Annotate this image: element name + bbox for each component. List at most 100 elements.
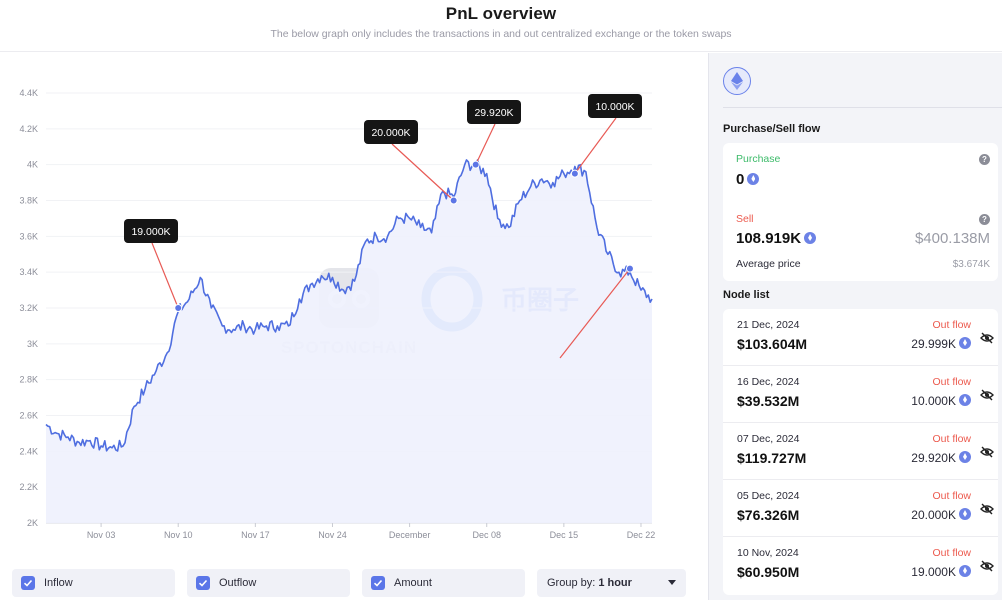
purchase-value: 0	[736, 171, 745, 188]
sell-value-row: 108.919K	[736, 230, 817, 248]
series-line	[45, 159, 653, 452]
purchase-label: Purchase	[736, 153, 781, 165]
outflow-label: Outflow	[219, 577, 257, 589]
annotation-label-bg	[364, 120, 418, 144]
annotation-label: 10.000K	[595, 101, 634, 113]
annotation-label: 19.000K	[131, 226, 170, 238]
eye-off-icon[interactable]	[980, 331, 994, 345]
y-tick-label: 4.4K	[19, 88, 38, 98]
inflow-label: Inflow	[44, 577, 73, 589]
node-amount-row: 20.000K	[911, 508, 971, 522]
node-flow: Out flow	[932, 547, 971, 559]
node-value: $60.950M	[737, 564, 800, 580]
annotation-connector	[559, 268, 631, 359]
check-icon	[198, 579, 208, 587]
divider	[723, 107, 1002, 108]
node-date: 21 Dec, 2024	[737, 319, 800, 331]
outflow-toggle[interactable]: Outflow	[187, 569, 350, 597]
sell-usd-value: $400.138M	[914, 230, 990, 247]
annotation-label: 20.000K	[371, 127, 410, 139]
annotation-point	[449, 196, 458, 205]
x-tick-label: Nov 24	[318, 530, 347, 540]
node-amount-row: 19.000K	[911, 565, 971, 579]
node-value: $76.326M	[737, 507, 800, 523]
node-value: $39.532M	[737, 393, 800, 409]
sell-value: 108.919K	[736, 230, 802, 247]
node-flow: Out flow	[932, 319, 971, 331]
eth-icon	[959, 394, 971, 406]
x-tick-label: Nov 03	[87, 530, 116, 540]
y-tick-label: 3.6K	[19, 231, 38, 241]
annotation-point	[471, 160, 480, 169]
check-icon	[23, 579, 33, 587]
pnl-chart-area: SPOTONCHAIN币圈子2K2.2K2.4K2.6K2.8K3K3.2K3.…	[0, 53, 707, 600]
node-amount: 19.000K	[911, 565, 956, 579]
node-amount: 20.000K	[911, 508, 956, 522]
annotation-point	[174, 304, 183, 312]
eye-off-icon[interactable]	[980, 559, 994, 573]
node-list-item[interactable]: 10 Nov, 2024 Out flow $60.950M 19.000K	[723, 537, 998, 594]
group-by-label: Group by:	[547, 577, 596, 589]
help-icon[interactable]: ?	[979, 154, 990, 165]
chevron-down-icon	[668, 580, 676, 585]
amount-label: Amount	[394, 577, 432, 589]
annotation-label: 29.920K	[474, 107, 513, 119]
annotation-label-bg	[467, 100, 521, 124]
flow-card: Purchase ? 0 Sell ? 108.919K $400.138M A…	[723, 143, 998, 281]
y-tick-label: 2.8K	[19, 375, 38, 385]
eth-icon	[959, 337, 971, 349]
node-list-item[interactable]: 05 Dec, 2024 Out flow $76.326M 20.000K	[723, 480, 998, 537]
inflow-checkbox[interactable]	[21, 576, 35, 590]
y-tick-label: 4.2K	[19, 124, 38, 134]
annotation-label-bg	[588, 94, 642, 118]
help-icon[interactable]: ?	[979, 214, 990, 225]
annotation-connector	[574, 117, 617, 174]
node-date: 07 Dec, 2024	[737, 433, 800, 445]
annotation-point	[625, 264, 634, 273]
node-amount: 29.920K	[911, 451, 956, 465]
y-tick-label: 3.4K	[19, 267, 38, 277]
amount-checkbox[interactable]	[371, 576, 385, 590]
purchase-value-row: 0	[736, 171, 760, 189]
x-tick-label: Dec 08	[472, 530, 501, 540]
node-date: 10 Nov, 2024	[737, 547, 799, 559]
eth-icon	[959, 451, 971, 463]
pnl-chart[interactable]: SPOTONCHAIN币圈子2K2.2K2.4K2.6K2.8K3K3.2K3.…	[0, 53, 707, 567]
eye-off-icon[interactable]	[980, 445, 994, 459]
y-tick-label: 3.2K	[19, 303, 38, 313]
sell-label: Sell	[736, 213, 754, 225]
annotation-connector	[391, 143, 455, 201]
node-date: 16 Dec, 2024	[737, 376, 800, 388]
chart-controls: Inflow Outflow Amount Group by: 1 hour	[0, 569, 707, 599]
eye-off-icon[interactable]	[980, 502, 994, 516]
x-tick-label: Dec 22	[627, 530, 656, 540]
page-header: PnL overview The below graph only includ…	[0, 0, 1002, 52]
node-list-title: Node list	[723, 289, 770, 301]
average-price-label: Average price	[736, 258, 801, 270]
node-date: 05 Dec, 2024	[737, 490, 800, 502]
node-list-item[interactable]: 16 Dec, 2024 Out flow $39.532M 10.000K	[723, 366, 998, 423]
annotation-connector	[151, 242, 179, 309]
group-by-select[interactable]: Group by: 1 hour	[537, 569, 686, 597]
node-value: $103.604M	[737, 336, 808, 352]
eth-icon	[959, 565, 971, 577]
node-amount-row: 29.999K	[911, 337, 971, 351]
x-tick-label: Dec 15	[550, 530, 579, 540]
y-tick-label: 3.8K	[19, 196, 38, 206]
eye-off-icon[interactable]	[980, 388, 994, 402]
eth-icon	[747, 173, 760, 185]
node-flow: Out flow	[932, 433, 971, 445]
inflow-toggle[interactable]: Inflow	[12, 569, 175, 597]
flow-section-title: Purchase/Sell flow	[723, 123, 821, 135]
y-tick-label: 3K	[27, 339, 38, 349]
annotation-point	[570, 169, 579, 178]
y-tick-label: 2.4K	[19, 446, 38, 456]
node-list-item[interactable]: 21 Dec, 2024 Out flow $103.604M 29.999K	[723, 309, 998, 366]
amount-toggle[interactable]: Amount	[362, 569, 525, 597]
outflow-checkbox[interactable]	[196, 576, 210, 590]
y-tick-label: 4K	[27, 160, 38, 170]
node-list-item[interactable]: 07 Dec, 2024 Out flow $119.727M 29.920K	[723, 423, 998, 480]
node-value: $119.727M	[737, 450, 807, 466]
node-amount: 29.999K	[911, 337, 956, 351]
annotation-connector	[475, 123, 496, 165]
